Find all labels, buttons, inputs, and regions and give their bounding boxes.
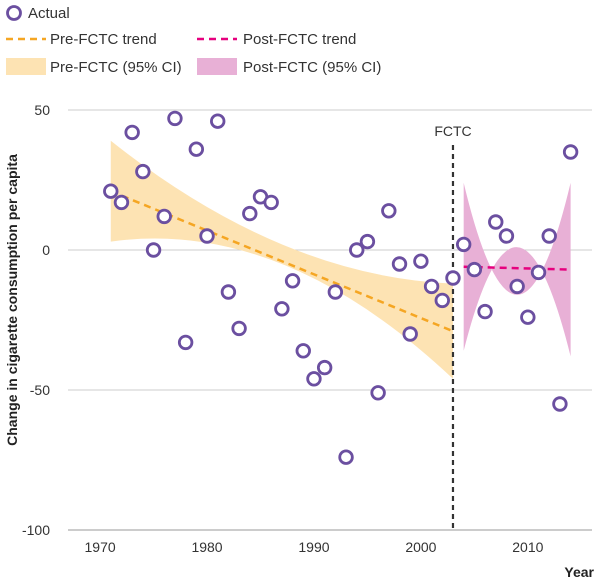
y-axis-title: Change in cigarette consumption per capi… <box>4 154 20 446</box>
x-tick-label: 1990 <box>298 539 329 555</box>
x-axis-title: Year <box>564 564 594 580</box>
legend-actual-marker <box>6 5 22 21</box>
data-point <box>156 208 172 225</box>
data-point <box>381 203 397 219</box>
fctc-label: FCTC <box>434 123 471 139</box>
legend-item-post-trend: Post-FCTC trend <box>197 31 356 48</box>
legend-post-ci-label: Post-FCTC (95% CI) <box>243 59 381 76</box>
data-point <box>274 301 290 317</box>
fctc-annotation: FCTC <box>434 123 472 530</box>
data-point <box>167 110 183 127</box>
data-point <box>135 163 151 180</box>
data-point <box>349 242 365 258</box>
data-point <box>402 326 418 342</box>
data-point <box>295 343 311 359</box>
data-point <box>284 273 301 289</box>
data-point <box>113 194 130 211</box>
legend-item-pre-ci: Pre-FCTC (95% CI) <box>6 58 182 76</box>
y-tick-label: -100 <box>22 522 50 538</box>
data-point <box>316 359 333 376</box>
data-point <box>231 320 247 337</box>
y-axis-ticks: 50 0 -50 -100 <box>22 102 50 538</box>
data-point <box>541 228 557 244</box>
x-tick-label: 1980 <box>191 539 222 555</box>
confidence-bands <box>110 140 571 379</box>
data-point <box>552 396 568 412</box>
data-point <box>520 309 536 325</box>
x-axis-ticks: 1970 1980 1990 2000 2010 <box>85 539 544 555</box>
data-point <box>359 233 376 250</box>
data-point <box>210 113 226 129</box>
data-point <box>498 228 515 244</box>
y-tick-label: -50 <box>30 382 50 398</box>
data-point <box>423 278 440 295</box>
legend-post-ci-swatch <box>197 58 237 75</box>
legend-post-trend-label: Post-FCTC trend <box>243 31 356 48</box>
data-point <box>509 278 525 295</box>
legend-pre-ci-label: Pre-FCTC (95% CI) <box>50 59 182 76</box>
data-point <box>530 264 547 281</box>
data-points <box>103 110 579 465</box>
x-tick-label: 2010 <box>512 539 543 555</box>
legend: Actual Pre-FCTC trend Post-FCTC trend Pr… <box>6 5 381 76</box>
data-point <box>263 194 279 211</box>
data-point <box>455 236 472 253</box>
data-point <box>145 242 162 258</box>
data-point <box>327 284 344 300</box>
pre-fctc-ci-band <box>110 140 453 379</box>
data-point <box>370 385 386 401</box>
post-fctc-ci-band <box>463 182 571 357</box>
data-point <box>562 144 579 160</box>
data-point <box>242 205 258 222</box>
legend-actual-label: Actual <box>28 5 70 22</box>
data-point <box>391 256 408 272</box>
data-point <box>466 261 483 278</box>
legend-item-actual: Actual <box>6 5 70 22</box>
legend-pre-ci-swatch <box>6 58 46 75</box>
x-tick-label: 1970 <box>85 539 116 555</box>
legend-item-pre-trend: Pre-FCTC trend <box>6 31 157 48</box>
data-point <box>220 284 237 300</box>
data-point <box>306 371 322 387</box>
data-point <box>434 292 450 309</box>
data-point <box>488 214 504 230</box>
data-point <box>338 449 354 465</box>
data-point <box>188 141 205 157</box>
y-tick-label: 50 <box>34 102 50 118</box>
y-tick-label: 0 <box>42 242 50 258</box>
x-tick-label: 2000 <box>405 539 436 555</box>
legend-item-post-ci: Post-FCTC (95% CI) <box>197 58 381 76</box>
legend-pre-trend-label: Pre-FCTC trend <box>50 31 157 48</box>
data-point <box>124 124 140 141</box>
data-point <box>477 303 493 320</box>
data-point <box>199 228 215 244</box>
data-point <box>413 253 429 269</box>
data-point <box>103 183 119 199</box>
data-point <box>177 334 194 351</box>
data-point <box>445 270 461 286</box>
